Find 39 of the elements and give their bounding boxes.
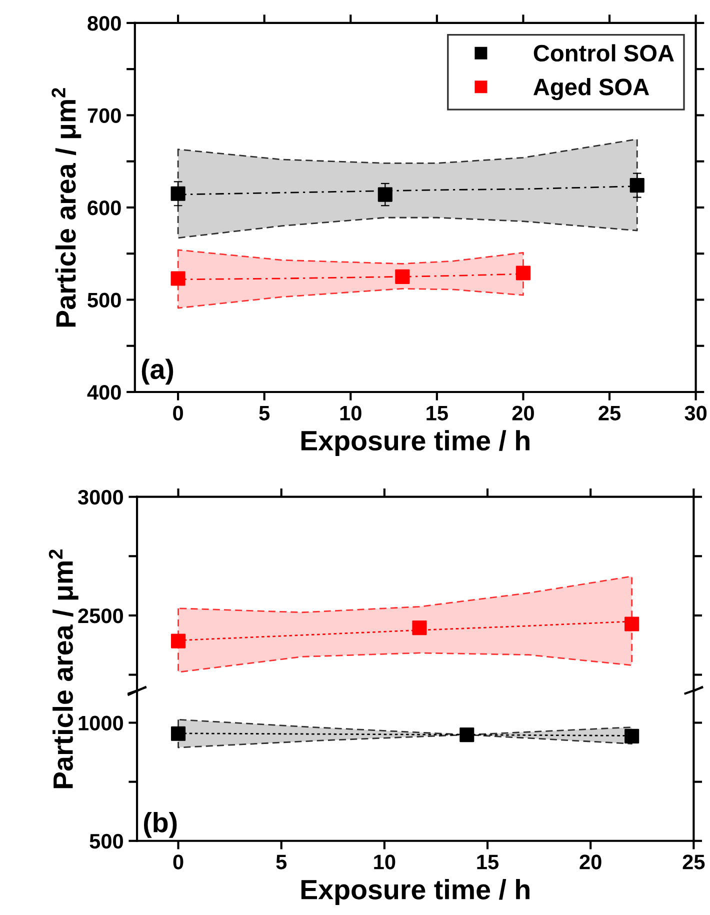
legend-label: Control SOA: [534, 44, 674, 62]
y-tick-label: 800: [88, 16, 121, 31]
annotation: (b): [144, 812, 177, 838]
y-axis-title: Particle area / μm$^{2}$: [52, 88, 82, 327]
x-tick-label: 30: [684, 406, 707, 421]
y-tick-label: 1000: [78, 716, 123, 730]
x-tick-label: 15: [426, 406, 448, 420]
annotation: (a): [142, 358, 174, 385]
y-tick-label: 500: [88, 292, 121, 308]
y-axis-title: Particle area / μm$^{2}$: [48, 550, 78, 788]
point: [412, 620, 427, 636]
y-tick-label: 2500: [78, 608, 123, 624]
y-tick-label: 3000: [78, 490, 123, 505]
point: [630, 178, 644, 193]
x-tick-label: 20: [580, 854, 602, 870]
x-axis-title: Exposure time / h: [301, 430, 530, 456]
y-tick-label: 500: [90, 834, 123, 849]
x-tick-label: 5: [276, 854, 287, 870]
y-tick-label: 400: [87, 384, 121, 400]
y-tick-label: 700: [88, 108, 121, 123]
x-tick-label: 25: [682, 854, 705, 870]
x-tick-label: 0: [173, 406, 183, 420]
x-tick-label: 25: [598, 406, 621, 420]
point: [624, 616, 640, 632]
point: [516, 266, 530, 280]
x-tick-label: 10: [340, 406, 362, 420]
x-axis-title: Exposure time / h: [301, 879, 530, 905]
point: [378, 187, 392, 202]
x-tick-label: 20: [512, 406, 534, 420]
x-tick-label: 0: [173, 854, 184, 870]
point: [395, 269, 410, 284]
x-tick-label: 5: [259, 406, 270, 420]
point: [170, 271, 186, 286]
x-tick-label: 10: [374, 854, 396, 870]
x-tick-label: 15: [477, 854, 499, 870]
point: [170, 186, 186, 201]
legend-label: Aged SOA: [533, 78, 650, 100]
point: [170, 634, 186, 648]
y-tick-label: 600: [88, 200, 121, 216]
